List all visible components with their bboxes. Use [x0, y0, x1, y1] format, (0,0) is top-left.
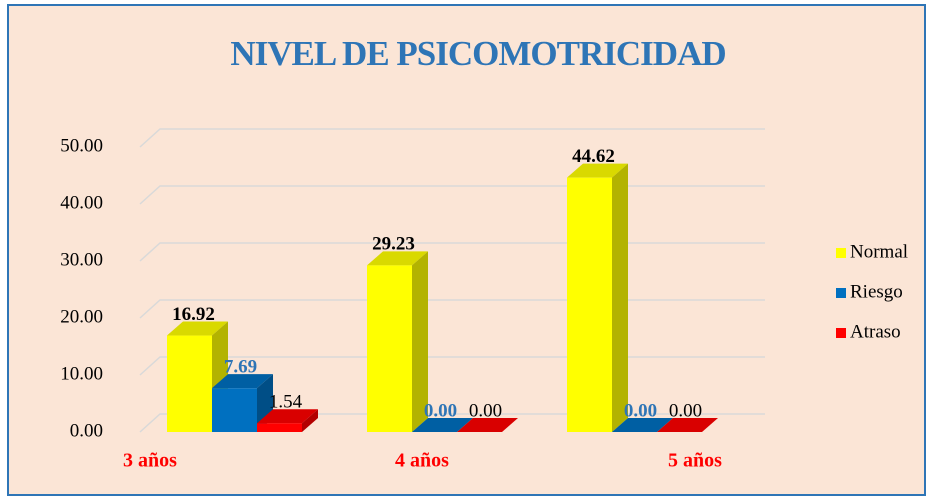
data-label: 7.69	[224, 357, 257, 378]
data-label: 29.23	[372, 234, 415, 255]
bar-side	[302, 409, 318, 432]
bar-top	[567, 163, 628, 178]
bar-top	[657, 418, 718, 432]
bar	[567, 177, 612, 432]
y-tick-label: 30.00	[60, 249, 103, 270]
bar-top	[612, 418, 673, 432]
grid-line	[139, 413, 765, 433]
y-tick-label: 10.00	[60, 363, 103, 384]
data-label: 1.54	[269, 392, 303, 413]
y-tick-label: 40.00	[60, 192, 103, 213]
bar-side	[412, 251, 428, 432]
data-label: 0.00	[624, 400, 657, 421]
data-label: 0.00	[669, 400, 702, 421]
grid-line	[139, 356, 765, 376]
bar	[257, 423, 302, 432]
chart-title: NIVEL DE PSICOMOTRICIDAD	[230, 34, 725, 73]
grid-line	[139, 299, 765, 319]
bar-top	[367, 251, 428, 266]
y-tick-label: 20.00	[60, 306, 103, 327]
y-tick-label: 50.00	[60, 135, 103, 156]
data-label: 0.00	[424, 400, 457, 421]
grid-line	[139, 185, 765, 205]
legend-swatch	[836, 248, 846, 258]
x-tick-label: 3 años	[123, 450, 177, 472]
data-label: 44.62	[572, 146, 615, 167]
bar	[167, 335, 212, 432]
bar-side	[612, 163, 628, 432]
bar-top	[257, 409, 318, 424]
legend-label: Riesgo	[850, 281, 903, 302]
bar-top	[412, 418, 473, 432]
bar-top	[457, 418, 518, 432]
bar	[212, 388, 257, 432]
x-tick-label: 4 años	[395, 450, 449, 472]
bar-top	[167, 321, 228, 336]
y-tick-label: 0.00	[70, 420, 103, 441]
legend-swatch	[836, 288, 846, 298]
data-label: 16.92	[172, 304, 215, 325]
legend-swatch	[836, 328, 846, 338]
x-tick-label: 5 años	[668, 450, 722, 472]
legend-label: Atraso	[850, 321, 901, 342]
grid-line	[139, 242, 765, 262]
bar	[367, 265, 412, 432]
grid-line	[139, 128, 765, 148]
legend-label: Normal	[850, 241, 908, 262]
bar-top	[212, 374, 273, 389]
data-label: 0.00	[469, 400, 502, 421]
